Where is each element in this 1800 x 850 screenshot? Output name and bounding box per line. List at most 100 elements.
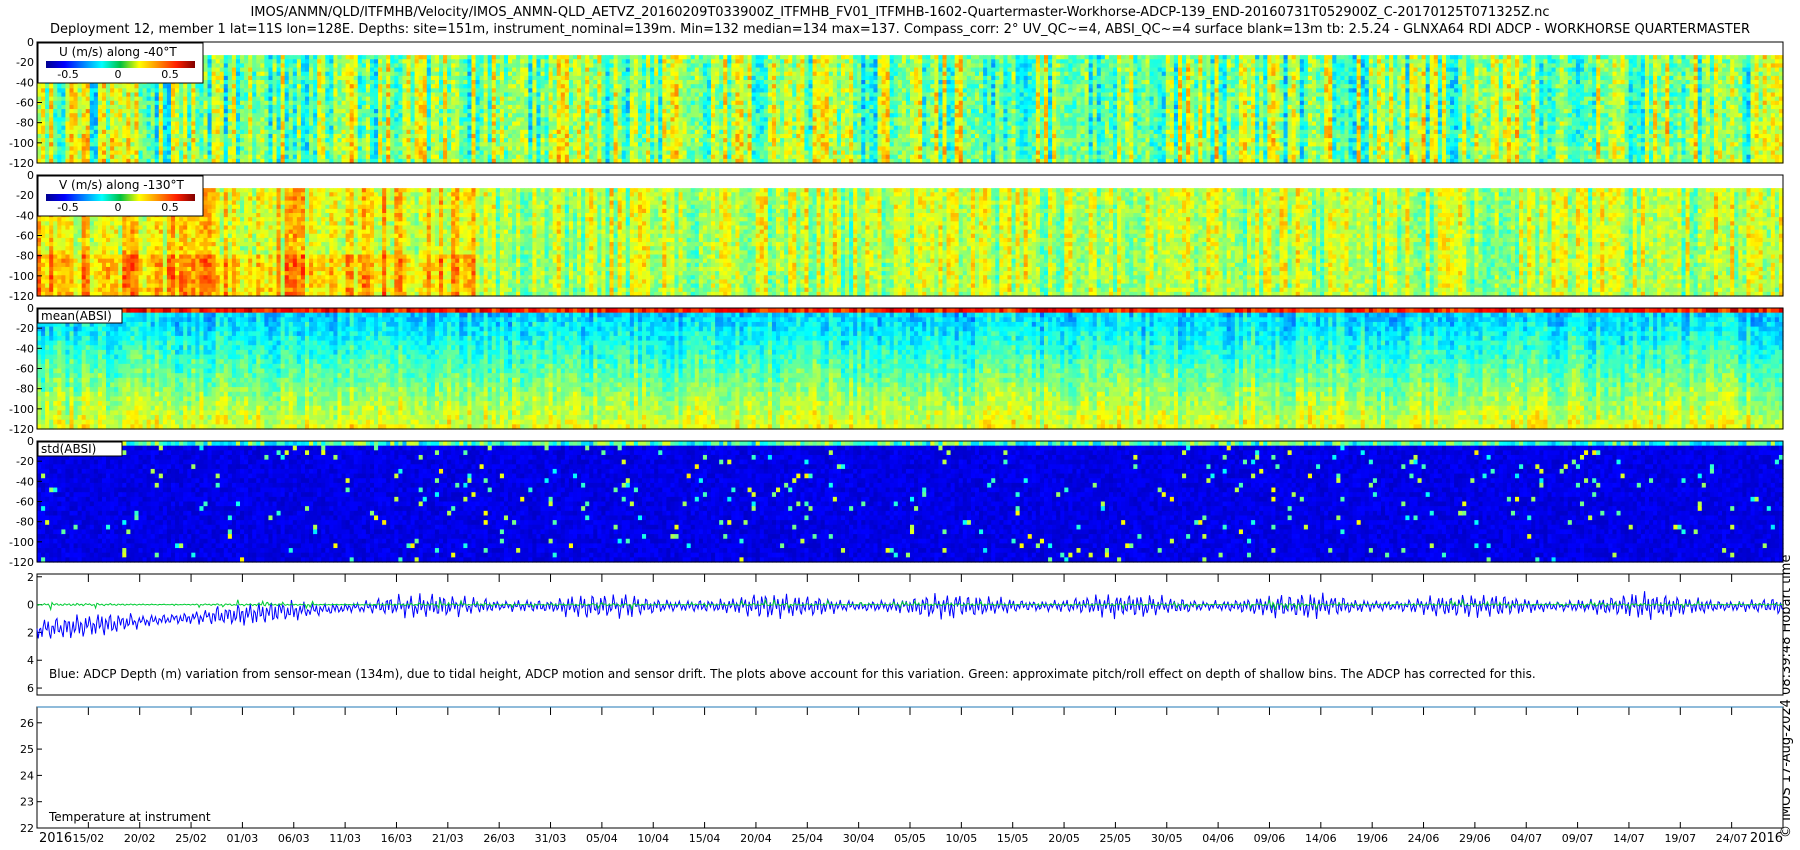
heatmap-cell xyxy=(528,88,533,94)
heatmap-cell xyxy=(666,84,672,89)
heatmap-cell xyxy=(540,117,546,123)
heatmap-cell xyxy=(572,113,578,118)
heatmap-cell xyxy=(512,84,517,89)
heatmap-cell xyxy=(309,142,314,147)
heatmap-cell xyxy=(771,96,777,102)
heatmap-cell xyxy=(536,158,542,164)
heatmap-cell xyxy=(698,55,704,60)
heatmap-cell xyxy=(658,150,663,156)
heatmap-cell xyxy=(763,100,769,106)
heatmap-cell xyxy=(390,63,395,69)
heatmap-cell xyxy=(57,133,62,139)
heatmap-cell xyxy=(564,133,570,139)
heatmap-cell xyxy=(345,109,351,114)
heatmap-cell xyxy=(499,55,505,60)
heatmap-cell xyxy=(589,150,594,156)
heatmap-cell xyxy=(739,71,745,77)
heatmap-cell xyxy=(483,92,489,98)
heatmap-cell xyxy=(686,75,692,81)
heatmap-cell xyxy=(560,75,566,81)
heatmap-cell xyxy=(349,117,355,123)
heatmap-cell xyxy=(499,158,505,164)
heatmap-cell xyxy=(767,133,773,139)
heatmap-cell xyxy=(597,71,602,77)
heatmap-cell xyxy=(662,138,667,143)
heatmap-cell xyxy=(686,117,692,123)
heatmap-cell xyxy=(540,59,546,65)
heatmap-cell xyxy=(796,150,801,156)
heatmap-cell xyxy=(292,71,298,77)
heatmap-cell xyxy=(475,129,481,135)
heatmap-cell xyxy=(61,84,67,89)
heatmap-cell xyxy=(593,121,598,127)
heatmap-cell xyxy=(629,121,635,127)
heatmap-cell xyxy=(45,117,50,123)
heatmap-cell xyxy=(552,154,558,160)
heatmap-cell xyxy=(321,104,326,110)
heatmap-cell xyxy=(101,117,107,123)
heatmap-cell xyxy=(528,133,533,139)
heatmap-cell xyxy=(171,133,176,139)
heatmap-cell xyxy=(658,142,663,147)
heatmap-cell xyxy=(394,117,399,123)
heatmap-cell xyxy=(524,67,529,73)
heatmap-cell xyxy=(252,117,257,123)
heatmap-cell xyxy=(475,63,481,69)
heatmap-cell xyxy=(503,146,509,152)
heatmap-cell xyxy=(426,125,432,131)
heatmap-cell xyxy=(706,129,712,135)
heatmap-cell xyxy=(715,84,720,89)
heatmap-cell xyxy=(130,133,136,139)
heatmap-cell xyxy=(300,92,306,98)
heatmap-cell xyxy=(203,96,209,102)
heatmap-cell xyxy=(284,88,290,94)
heatmap-cell xyxy=(491,146,497,152)
heatmap-cell xyxy=(621,146,627,152)
heatmap-cell xyxy=(130,121,136,127)
heatmap-cell xyxy=(759,150,765,156)
heatmap-cell xyxy=(300,117,306,123)
heatmap-cell xyxy=(97,84,103,89)
heatmap-cell xyxy=(556,113,562,118)
heatmap-cell xyxy=(142,125,148,131)
heatmap-cell xyxy=(747,96,753,102)
heatmap-cell xyxy=(329,113,335,118)
heatmap-cell xyxy=(520,92,525,98)
heatmap-cell xyxy=(223,59,229,65)
heatmap-cell xyxy=(812,59,818,65)
heatmap-cell xyxy=(77,133,83,139)
heatmap-cell xyxy=(670,117,676,123)
heatmap-cell xyxy=(682,142,688,147)
heatmap-cell xyxy=(252,84,257,89)
heatmap-cell xyxy=(390,59,395,65)
heatmap-cell xyxy=(763,55,769,60)
heatmap-cell xyxy=(45,104,50,110)
heatmap-cell xyxy=(333,88,339,94)
heatmap-cell xyxy=(150,146,156,152)
heatmap-cell xyxy=(207,88,213,94)
heatmap-cell xyxy=(341,150,347,156)
heatmap-cell xyxy=(292,96,298,102)
heatmap-cell xyxy=(804,80,810,85)
heatmap-cell xyxy=(467,133,473,139)
heatmap-cell xyxy=(37,117,42,123)
heatmap-cell xyxy=(581,121,586,127)
heatmap-cell xyxy=(617,63,623,69)
heatmap-cell xyxy=(434,129,440,135)
heatmap-cell xyxy=(556,63,562,69)
heatmap-cell xyxy=(698,117,704,123)
heatmap-cell xyxy=(674,75,680,81)
heatmap-cell xyxy=(495,142,501,147)
heatmap-cell xyxy=(796,59,801,65)
heatmap-cell xyxy=(422,80,428,85)
heatmap-cell xyxy=(812,63,818,69)
heatmap-cell xyxy=(426,117,432,123)
heatmap-cell xyxy=(134,133,140,139)
heatmap-cell xyxy=(796,67,801,73)
heatmap-cell xyxy=(577,121,582,127)
heatmap-cell xyxy=(349,109,355,114)
heatmap-cell xyxy=(727,138,732,143)
heatmap-cell xyxy=(499,117,505,123)
heatmap-cell xyxy=(361,138,367,143)
